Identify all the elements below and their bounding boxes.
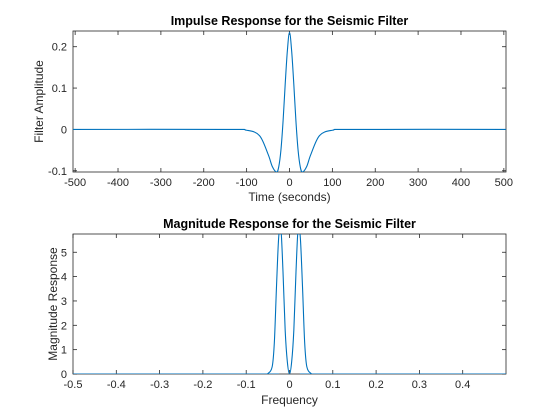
magnitude-title: Magnitude Response for the Seismic Filte…: [163, 217, 416, 231]
impulse-x-tick-label: -100: [236, 177, 258, 189]
magnitude-x-tick-label: -0.3: [150, 379, 169, 391]
magnitude-response-axes: -0.5 -0.4 -0.3 -0.2 -0.1 0 0.1 0.2 0.3 0.4012345 …: [46, 217, 507, 407]
magnitude-x-tick-label: -0.2: [193, 379, 212, 391]
impulse-y-tick-label: 0.1: [52, 83, 67, 95]
impulse-x-tick-label: 500: [495, 177, 513, 189]
magnitude-x-tick-label: -0.4: [107, 379, 126, 391]
impulse-x-tick-label: 100: [323, 177, 341, 189]
magnitude-ticks: -0.5 -0.4 -0.3 -0.2 -0.1 0 0.1 0.2 0.3 0.4 0 1 2 3 4 5: [61, 234, 506, 391]
magnitude-response-curve: [73, 234, 506, 374]
magnitude-y-tick-label: 5: [61, 247, 67, 259]
impulse-y-tick-label: 0.2: [52, 42, 67, 54]
impulse-y-axis-label: Filter Amplitude: [32, 60, 46, 143]
magnitude-y-tick-label: 3: [61, 296, 67, 308]
impulse-title: Impulse Response for the Seismic Filter: [171, 14, 409, 28]
impulse-x-tick-label: 300: [409, 177, 427, 189]
magnitude-y-tick-label: 4: [61, 272, 67, 284]
magnitude-x-tick-label: 0.3: [412, 379, 427, 391]
impulse-x-tick-label: -400: [107, 177, 129, 189]
impulse-x-tick-label: -300: [150, 177, 172, 189]
impulse-y-tick-label: -0.1: [48, 166, 67, 178]
impulse-response-curve: [73, 31, 506, 172]
impulse-x-tick-label: -200: [193, 177, 215, 189]
impulse-response-axes: -500 -400 -300 -200 -100 0 100 200 300 400 500 -0.1…: [32, 14, 513, 204]
magnitude-plot-frame: [72, 233, 507, 375]
impulse-x-tick-label: -500: [64, 177, 86, 189]
impulse-x-tick-label: 0: [286, 177, 292, 189]
impulse-x-axis-label: Time (seconds): [248, 190, 330, 204]
magnitude-x-axis-label: Frequency: [261, 393, 318, 407]
magnitude-x-tick-label: 0.4: [455, 379, 470, 391]
impulse-y-tick-label: 0: [61, 124, 67, 136]
impulse-ticks: -500 -400 -300 -200 -100 0 100 200 300 400 500 -0.1…: [48, 31, 513, 189]
magnitude-y-tick-label: 1: [61, 345, 67, 357]
magnitude-x-tick-label: 0.1: [325, 379, 340, 391]
impulse-x-tick-label: 200: [366, 177, 384, 189]
magnitude-x-tick-label: 0: [286, 379, 292, 391]
magnitude-y-tick-label: 2: [61, 320, 67, 332]
impulse-x-tick-label: 400: [452, 177, 470, 189]
impulse-plot-frame: [72, 30, 507, 173]
magnitude-y-tick-label: 0: [61, 369, 67, 381]
magnitude-y-axis-label: Magnitude Response: [46, 247, 60, 361]
magnitude-x-tick-label: 0.2: [368, 379, 383, 391]
magnitude-x-tick-label: -0.5: [64, 379, 83, 391]
magnitude-x-tick-label: -0.1: [237, 379, 256, 391]
